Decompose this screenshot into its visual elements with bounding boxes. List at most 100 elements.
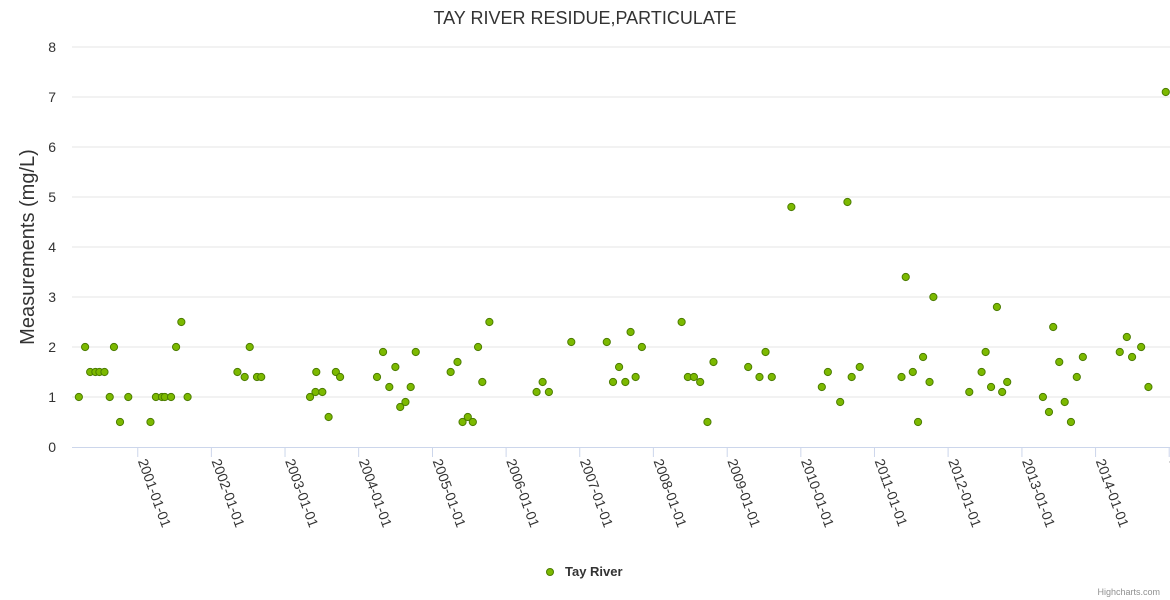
data-point[interactable] — [385, 382, 394, 392]
data-point[interactable] — [1066, 417, 1076, 427]
data-point[interactable] — [312, 367, 321, 377]
data-point[interactable] — [608, 377, 618, 387]
data-point[interactable] — [1078, 352, 1087, 362]
credits-link[interactable]: Highcharts.com — [1097, 587, 1160, 597]
data-point[interactable] — [463, 412, 472, 422]
data-point[interactable] — [1038, 392, 1048, 402]
data-point[interactable] — [637, 342, 646, 352]
data-point[interactable] — [929, 292, 938, 302]
data-point[interactable] — [391, 362, 400, 372]
data-point[interactable] — [109, 342, 119, 352]
data-point[interactable] — [124, 392, 133, 402]
data-point[interactable] — [538, 377, 547, 387]
data-point[interactable] — [406, 382, 415, 392]
data-point[interactable] — [847, 372, 856, 382]
data-point[interactable] — [1122, 332, 1131, 342]
data-point[interactable] — [372, 372, 382, 382]
data-point[interactable] — [473, 342, 483, 352]
data-point[interactable] — [1049, 322, 1058, 332]
data-point[interactable] — [767, 372, 776, 382]
data-point[interactable] — [855, 362, 864, 372]
data-point[interactable] — [478, 377, 487, 387]
data-point[interactable] — [787, 202, 796, 212]
data-point[interactable] — [458, 417, 467, 427]
data-point[interactable] — [1137, 342, 1146, 352]
data-point[interactable] — [817, 382, 826, 392]
data-point[interactable] — [709, 357, 718, 367]
data-point[interactable] — [257, 372, 266, 382]
data-point[interactable] — [396, 402, 405, 412]
data-point[interactable] — [1044, 407, 1054, 417]
data-point[interactable] — [567, 337, 576, 347]
data-point[interactable] — [81, 342, 90, 352]
data-point[interactable] — [703, 417, 712, 427]
data-point[interactable] — [146, 417, 155, 427]
data-point[interactable] — [761, 347, 770, 357]
data-point[interactable] — [986, 382, 996, 392]
data-point[interactable] — [897, 372, 906, 382]
data-point[interactable] — [378, 347, 388, 357]
data-point[interactable] — [1055, 357, 1064, 367]
data-point[interactable] — [689, 372, 699, 382]
data-point[interactable] — [1144, 382, 1153, 392]
data-point[interactable] — [602, 337, 611, 347]
data-point[interactable] — [100, 367, 109, 377]
data-point[interactable] — [446, 367, 455, 377]
data-point[interactable] — [965, 387, 974, 397]
data-point[interactable] — [918, 352, 928, 362]
data-point[interactable] — [74, 392, 83, 402]
data-point[interactable] — [311, 387, 320, 397]
data-point[interactable] — [166, 392, 176, 402]
data-point[interactable] — [411, 347, 420, 357]
data-point[interactable] — [177, 317, 186, 327]
data-point[interactable] — [1072, 372, 1081, 382]
data-point[interactable] — [115, 417, 125, 427]
data-point[interactable] — [468, 417, 477, 427]
data-point[interactable] — [453, 357, 462, 367]
data-point[interactable] — [992, 302, 1002, 312]
data-point[interactable] — [998, 387, 1007, 397]
data-point[interactable] — [836, 397, 845, 407]
data-point[interactable] — [171, 342, 181, 352]
data-point[interactable] — [1115, 347, 1124, 357]
data-point[interactable] — [977, 367, 986, 377]
data-point[interactable] — [755, 372, 764, 382]
data-point[interactable] — [626, 327, 635, 337]
legend-item-tay-river[interactable]: Tay River — [565, 564, 623, 579]
data-point[interactable] — [981, 347, 990, 357]
data-point[interactable] — [614, 362, 624, 372]
data-point[interactable] — [324, 412, 333, 422]
data-point[interactable] — [843, 197, 852, 207]
y-tick-label: 7 — [48, 89, 56, 105]
data-point[interactable] — [245, 342, 254, 352]
data-point[interactable] — [335, 372, 345, 382]
legend-marker-icon[interactable] — [546, 568, 554, 576]
data-point[interactable] — [1127, 352, 1137, 362]
data-point[interactable] — [696, 377, 705, 387]
data-point[interactable] — [677, 317, 686, 327]
data-point[interactable] — [318, 387, 327, 397]
data-point[interactable] — [621, 377, 630, 387]
data-point[interactable] — [544, 387, 553, 397]
data-point[interactable] — [823, 367, 832, 377]
data-point[interactable] — [1060, 397, 1069, 407]
data-point[interactable] — [485, 317, 494, 327]
data-point[interactable] — [925, 377, 934, 387]
data-point[interactable] — [744, 362, 753, 372]
data-point[interactable] — [233, 367, 242, 377]
data-point[interactable] — [105, 392, 114, 402]
data-point[interactable] — [401, 397, 410, 407]
data-point[interactable] — [1161, 87, 1170, 97]
data-point[interactable] — [183, 392, 192, 402]
data-point[interactable] — [1003, 377, 1012, 387]
data-point[interactable] — [240, 372, 249, 382]
data-point[interactable] — [913, 417, 923, 427]
data-point[interactable] — [901, 272, 910, 282]
data-point[interactable] — [305, 392, 315, 402]
data-point[interactable] — [908, 367, 917, 377]
data-point[interactable] — [532, 387, 541, 397]
legend[interactable]: Tay River — [546, 564, 623, 579]
data-point[interactable] — [631, 372, 640, 382]
